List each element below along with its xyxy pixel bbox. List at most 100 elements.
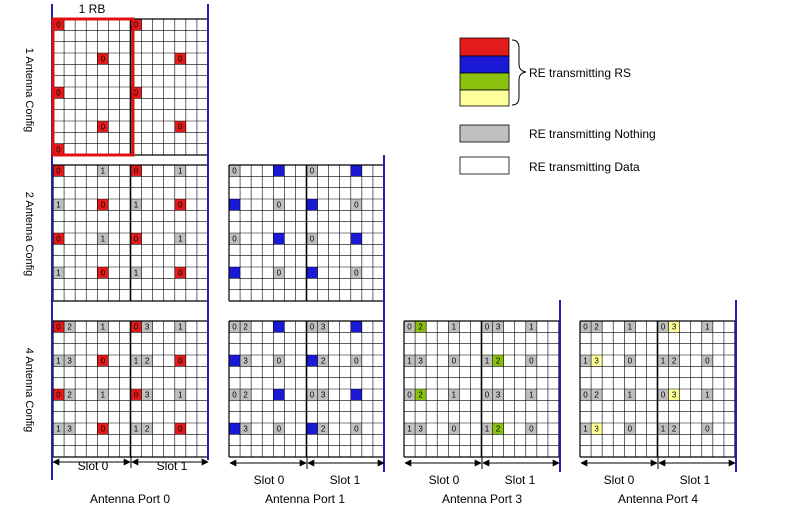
- resource-element-rs: [174, 199, 186, 211]
- resource-element-nothing: [273, 355, 285, 367]
- resource-element-nothing: [64, 355, 76, 367]
- resource-element-nothing: [448, 389, 460, 401]
- resource-element-label: 2: [672, 425, 677, 434]
- resource-element-nothing: [580, 321, 592, 333]
- resource-element-nothing: [701, 355, 713, 367]
- resource-element-rs: [273, 233, 285, 245]
- resource-grid-2ant-port1: 0 0 0 0 0 0 0 0: [228, 164, 385, 302]
- resource-element-nothing: [448, 423, 460, 435]
- row-label-4-antenna: 4 Antenna Config: [23, 348, 35, 432]
- resource-element-rs: [53, 389, 65, 401]
- resource-element-nothing: [624, 355, 636, 367]
- resource-element-label: 3: [418, 425, 423, 434]
- resource-element-nothing: [525, 321, 537, 333]
- resource-element-nothing: [701, 321, 713, 333]
- resource-element-rs: [492, 423, 504, 435]
- resource-element-nothing: [174, 389, 186, 401]
- resource-element-label: 0: [661, 323, 666, 332]
- resource-element-rs: [53, 233, 65, 245]
- resource-element-label: 1: [56, 357, 61, 366]
- resource-element-label: 0: [178, 425, 183, 434]
- resource-element-rs: [130, 321, 142, 333]
- port-label-0: Antenna Port 0: [90, 492, 170, 506]
- resource-element-nothing: [97, 321, 109, 333]
- resource-element-nothing: [580, 389, 592, 401]
- resource-element-label: 1: [101, 235, 106, 244]
- resource-element-nothing: [591, 321, 603, 333]
- resource-element-nothing: [141, 389, 153, 401]
- resource-element-rs: [273, 321, 285, 333]
- resource-element-label: 1: [134, 357, 139, 366]
- legend-label-nothing: RE transmitting Nothing: [529, 127, 656, 141]
- resource-element-nothing: [53, 267, 65, 279]
- resource-element-nothing: [481, 355, 493, 367]
- resource-element-label: 1: [452, 391, 457, 400]
- resource-grid-4ant-port4: 0 2 1 0 3 11 3 0 1 2 00 2 1 0 3 11 3 0 1 2 0: [579, 320, 736, 458]
- resource-element-label: 0: [56, 21, 61, 30]
- resource-element-label: 0: [134, 89, 139, 98]
- resource-grid-4ant-port1: 0 2 0 33 0 2 00 2 0 33 0 2 0: [228, 320, 385, 458]
- resource-element-rs: [591, 423, 603, 435]
- resource-element-nothing: [240, 321, 252, 333]
- resource-element-label: 1: [529, 323, 534, 332]
- resource-element-label: 3: [243, 425, 248, 434]
- slot-label-p1-s0: Slot 0: [254, 473, 285, 487]
- resource-element-rs: [350, 389, 362, 401]
- resource-element-nothing: [404, 321, 416, 333]
- resource-element-label: 2: [496, 425, 501, 434]
- resource-element-rs: [492, 355, 504, 367]
- resource-element-label: 0: [705, 425, 710, 434]
- resource-element-label: 1: [101, 323, 106, 332]
- resource-element-nothing: [130, 355, 142, 367]
- resource-element-label: 1: [452, 323, 457, 332]
- resource-element-nothing: [53, 199, 65, 211]
- resource-element-rs: [229, 423, 241, 435]
- resource-element-nothing: [273, 423, 285, 435]
- legend: RE transmitting RS RE transmitting Nothi…: [459, 37, 656, 175]
- resource-element-label: 0: [56, 89, 61, 98]
- resource-element-nothing: [306, 389, 318, 401]
- resource-element-label: 0: [452, 357, 457, 366]
- resource-element-label: 3: [321, 323, 326, 332]
- resource-element-rs: [273, 165, 285, 177]
- resource-element-nothing: [273, 267, 285, 279]
- resource-element-nothing: [350, 267, 362, 279]
- resource-element-label: 3: [672, 391, 677, 400]
- legend-swatch-rs-port1: [459, 55, 510, 74]
- resource-element-label: 1: [178, 323, 183, 332]
- resource-element-nothing: [306, 321, 318, 333]
- resource-element-label: 1: [705, 323, 710, 332]
- resource-element-rs: [306, 423, 318, 435]
- resource-element-label: 0: [628, 425, 633, 434]
- resource-grid-1ant-port0: 0 0 0 0 0 0 0 0 0: [52, 18, 209, 156]
- resource-element-label: 2: [496, 357, 501, 366]
- resource-element-label: 0: [277, 201, 282, 210]
- resource-element-label: 0: [101, 55, 106, 64]
- resource-element-nothing: [273, 199, 285, 211]
- resource-element-label: 3: [594, 357, 599, 366]
- resource-element-label: 1: [101, 391, 106, 400]
- resource-element-nothing: [624, 423, 636, 435]
- resource-element-label: 2: [594, 323, 599, 332]
- resource-element-nothing: [64, 321, 76, 333]
- resource-element-nothing: [415, 355, 427, 367]
- resource-element-label: 0: [101, 357, 106, 366]
- legend-swatch-data: [459, 156, 510, 175]
- resource-element-label: 0: [452, 425, 457, 434]
- resource-element-label: 0: [56, 391, 61, 400]
- resource-element-label: 1: [134, 201, 139, 210]
- resource-element-rs: [130, 389, 142, 401]
- resource-element-label: 2: [145, 425, 150, 434]
- slot-label-p1-s1: Slot 1: [330, 473, 361, 487]
- resource-element-label: 0: [485, 323, 490, 332]
- resource-element-rs: [668, 321, 680, 333]
- resource-element-nothing: [701, 423, 713, 435]
- resource-element-label: 3: [321, 391, 326, 400]
- resource-element-rs: [53, 143, 65, 155]
- resource-element-label: 1: [56, 201, 61, 210]
- resource-element-label: 0: [407, 391, 412, 400]
- resource-element-rs: [97, 355, 109, 367]
- resource-element-label: 0: [178, 269, 183, 278]
- resource-element-rs: [350, 321, 362, 333]
